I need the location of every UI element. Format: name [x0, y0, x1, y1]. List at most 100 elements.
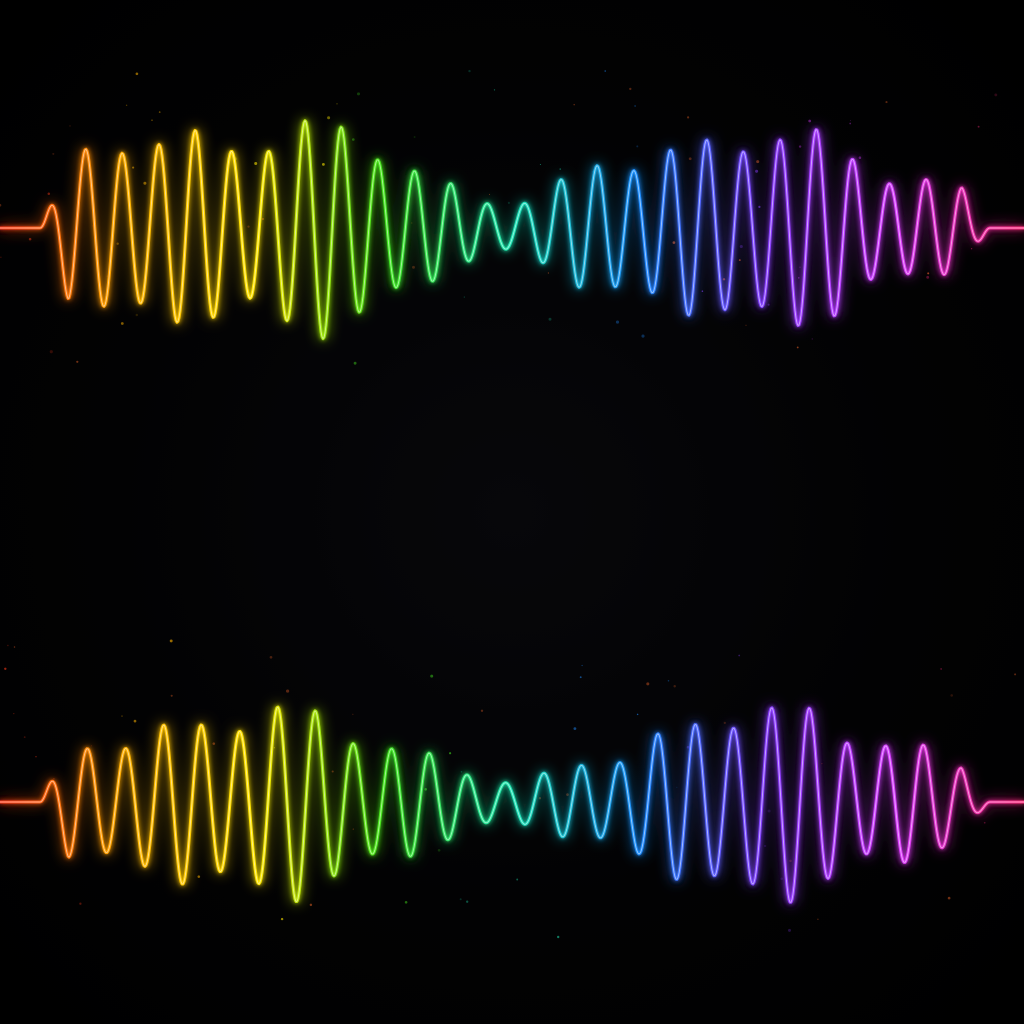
particle	[950, 694, 954, 697]
particle	[573, 103, 575, 106]
particle	[758, 205, 761, 209]
particle	[738, 259, 741, 262]
particle	[254, 161, 258, 166]
particle	[169, 639, 173, 643]
particle	[52, 152, 55, 155]
particle	[0, 256, 2, 258]
particle	[321, 162, 325, 166]
particle	[13, 712, 15, 715]
particle	[463, 296, 465, 298]
particle	[738, 654, 741, 657]
particle	[466, 900, 469, 903]
lower-waveform-core	[0, 706, 1024, 903]
particle	[977, 125, 980, 128]
particle	[798, 277, 800, 279]
particle	[676, 786, 678, 789]
particle	[116, 242, 119, 245]
particle	[507, 201, 510, 204]
particle	[767, 809, 771, 813]
particle	[559, 168, 561, 170]
particle	[970, 248, 973, 250]
particle	[351, 138, 355, 141]
particle	[688, 157, 692, 161]
particle	[849, 120, 852, 122]
particle	[151, 119, 153, 121]
particle	[135, 72, 139, 76]
particle	[745, 324, 747, 326]
particle	[926, 275, 930, 279]
particle	[90, 745, 93, 747]
particle	[170, 694, 173, 697]
particle	[858, 156, 862, 159]
particle	[132, 166, 135, 169]
particle	[983, 821, 986, 824]
particle	[449, 752, 452, 755]
particle	[28, 237, 32, 241]
particle	[468, 69, 471, 73]
particle	[756, 160, 760, 164]
particle	[947, 896, 951, 900]
particle	[135, 313, 139, 317]
particle	[799, 266, 801, 268]
particle	[353, 361, 357, 365]
particle	[327, 116, 331, 120]
particle	[7, 644, 9, 647]
particle	[547, 272, 550, 274]
particle	[686, 745, 690, 749]
particle	[269, 655, 273, 659]
particle	[273, 747, 275, 749]
particle	[356, 92, 361, 96]
particle	[636, 713, 639, 716]
particle	[0, 203, 2, 207]
particle	[516, 878, 519, 881]
particle	[667, 680, 670, 682]
particle	[539, 163, 541, 166]
particle	[557, 935, 560, 939]
upper-waveform-core	[0, 119, 1024, 340]
particle	[722, 278, 726, 281]
particle	[548, 317, 552, 321]
particle	[480, 709, 484, 712]
particle	[459, 898, 462, 901]
particle	[641, 334, 645, 338]
particle	[336, 102, 338, 105]
particle	[125, 104, 128, 107]
particle	[994, 93, 998, 97]
particle	[821, 763, 823, 765]
particle	[412, 265, 415, 269]
particle	[581, 664, 583, 667]
particle	[701, 290, 704, 292]
particle	[430, 674, 434, 678]
particle	[604, 70, 606, 72]
particle	[796, 346, 799, 349]
particle	[1014, 673, 1017, 676]
particle	[331, 770, 334, 773]
particle	[286, 689, 290, 693]
particle	[798, 145, 802, 148]
particle	[673, 684, 676, 688]
particle	[646, 682, 650, 686]
particle	[566, 793, 569, 796]
particle	[723, 721, 726, 725]
particle	[4, 667, 7, 670]
particle	[197, 875, 201, 878]
particle	[538, 797, 542, 800]
particle	[573, 727, 577, 730]
particle	[247, 225, 250, 228]
particle	[437, 848, 441, 852]
particle	[686, 116, 690, 119]
particle	[849, 122, 852, 125]
particle	[579, 676, 582, 679]
particle	[780, 877, 783, 881]
particle	[76, 360, 79, 363]
particle	[212, 742, 216, 745]
particle	[120, 322, 124, 325]
particle	[49, 350, 53, 354]
particle	[158, 111, 161, 113]
particle	[69, 125, 71, 127]
particle	[636, 145, 639, 148]
particle	[615, 320, 620, 324]
upper-waveform	[0, 119, 1024, 341]
